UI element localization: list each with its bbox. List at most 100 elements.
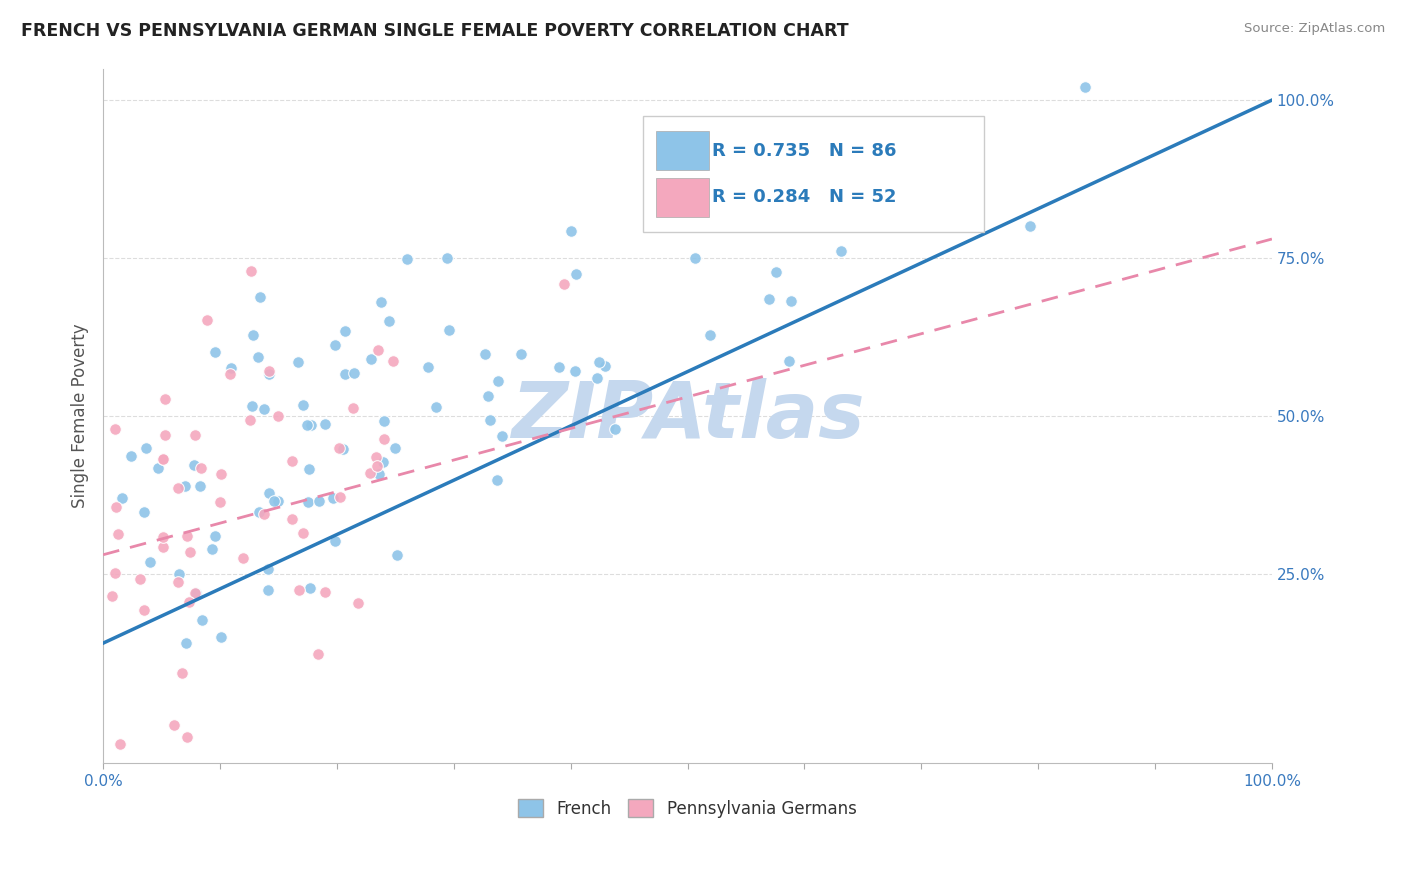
Point <box>179 544 201 558</box>
Point <box>253 507 276 521</box>
Point <box>209 467 232 482</box>
Point <box>128 572 150 586</box>
Point <box>378 314 401 328</box>
Point <box>155 427 177 442</box>
Point <box>239 413 262 427</box>
Point <box>174 636 197 650</box>
Point <box>486 473 509 487</box>
Point <box>197 313 219 327</box>
Point <box>565 267 588 281</box>
Point <box>347 596 370 610</box>
Point <box>779 294 801 309</box>
Point <box>366 458 388 473</box>
Point <box>152 452 174 467</box>
Point <box>152 530 174 544</box>
Point <box>176 731 198 745</box>
Point <box>173 479 195 493</box>
Point <box>765 265 787 279</box>
Point <box>314 417 336 432</box>
Point <box>104 500 127 514</box>
Point <box>387 548 409 562</box>
Point <box>314 585 336 599</box>
Point <box>108 737 131 751</box>
Point <box>184 586 207 600</box>
Point <box>307 647 329 661</box>
Point <box>491 428 513 442</box>
Point <box>560 223 582 237</box>
Text: R = 0.735   N = 86: R = 0.735 N = 86 <box>711 142 897 160</box>
Point <box>153 392 176 406</box>
Point <box>364 450 387 465</box>
Point <box>328 442 350 456</box>
Point <box>323 338 346 352</box>
Point <box>249 289 271 303</box>
Point <box>166 481 188 495</box>
Text: FRENCH VS PENNSYLVANIA GERMAN SINGLE FEMALE POVERTY CORRELATION CHART: FRENCH VS PENNSYLVANIA GERMAN SINGLE FEM… <box>21 22 849 40</box>
Point <box>246 350 269 364</box>
Point <box>370 295 392 310</box>
Point <box>281 454 304 468</box>
Point <box>120 449 142 463</box>
Point <box>179 595 201 609</box>
Point <box>176 529 198 543</box>
Point <box>329 490 352 504</box>
Point <box>359 466 381 480</box>
Point <box>685 252 707 266</box>
Point <box>373 414 395 428</box>
Point <box>486 374 509 388</box>
Point <box>384 441 406 455</box>
Point <box>152 452 174 467</box>
Point <box>219 367 242 381</box>
Point <box>564 363 586 377</box>
Point <box>333 367 356 381</box>
Point <box>418 360 440 375</box>
Point <box>778 354 800 368</box>
Point <box>184 427 207 442</box>
Point <box>266 494 288 508</box>
Point <box>188 479 211 493</box>
Point <box>240 399 263 413</box>
Point <box>758 292 780 306</box>
Point <box>298 581 321 595</box>
Point <box>190 613 212 627</box>
Point <box>111 491 134 506</box>
Point <box>603 422 626 436</box>
Point <box>190 460 212 475</box>
Point <box>287 355 309 369</box>
Point <box>263 493 285 508</box>
Point <box>219 361 242 376</box>
Point <box>299 418 322 433</box>
Point <box>831 244 853 258</box>
Point <box>333 325 356 339</box>
Point <box>343 366 366 380</box>
Point <box>510 346 533 360</box>
Point <box>295 417 318 432</box>
Point <box>135 441 157 455</box>
Point <box>436 251 458 265</box>
Point <box>382 354 405 368</box>
Point <box>474 347 496 361</box>
Y-axis label: Single Female Poverty: Single Female Poverty <box>72 324 89 508</box>
Point <box>863 152 886 166</box>
Point <box>292 398 315 412</box>
Point <box>367 467 389 481</box>
Point <box>768 178 790 192</box>
Point <box>267 409 290 423</box>
Point <box>257 583 280 598</box>
Point <box>257 562 280 576</box>
Point <box>208 495 231 509</box>
Point <box>247 505 270 519</box>
Point <box>1019 219 1042 233</box>
Point <box>395 252 418 266</box>
Point <box>588 354 610 368</box>
Text: ZIPAtlas: ZIPAtlas <box>510 378 865 454</box>
Point <box>292 526 315 541</box>
Point <box>288 583 311 598</box>
Point <box>297 495 319 509</box>
Point <box>104 422 127 436</box>
Point <box>134 602 156 616</box>
Point <box>425 401 447 415</box>
Point <box>167 566 190 581</box>
Point <box>239 263 262 277</box>
Point <box>242 328 264 343</box>
